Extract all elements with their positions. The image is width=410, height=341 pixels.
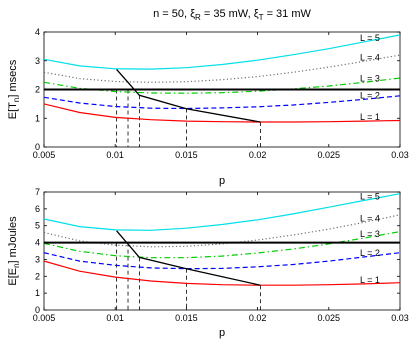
- energy-consumption-panel: 0.005 0.01 0.015 0.02 0.025 0.03 0 1 2 3 4 5 6 7 L = 1…: [7, 187, 409, 339]
- energy-time-panel: 0.005 0.01 0.015 0.02 0.025 0.03 0 1 2 3 4 L = 1 L =…: [7, 27, 409, 187]
- y-axis-label-pre: E[E: [7, 268, 19, 286]
- x-tick-label: 0.03: [391, 313, 409, 323]
- series-line: [44, 34, 400, 70]
- y-tick-label: 4: [35, 238, 40, 248]
- y-axis-label-pre: E[T: [7, 102, 19, 119]
- y-tick-label: 1: [35, 288, 40, 298]
- series-label: L = 2: [360, 90, 380, 100]
- series-line: [44, 260, 400, 286]
- series-label: L = 3: [360, 229, 380, 239]
- y-tick-label: 2: [35, 85, 40, 95]
- y-tick-label: 3: [35, 254, 40, 264]
- x-tick-label: 0.015: [175, 150, 198, 160]
- y-axis-label: E[Tn] msecs: [7, 59, 21, 119]
- x-tick-label: 0.015: [175, 313, 198, 323]
- series-line: [44, 252, 400, 270]
- x-tick-label: 0.025: [318, 313, 341, 323]
- x-tick-label: 0.01: [106, 313, 124, 323]
- x-tick-label: 0.005: [33, 150, 56, 160]
- series-label: L = 4: [360, 52, 380, 62]
- y-tick-label: 1: [35, 113, 40, 123]
- series-line: [44, 103, 400, 123]
- series-label: L = 4: [360, 213, 380, 223]
- plot-area: [44, 193, 400, 310]
- y-tick-label: 3: [35, 56, 40, 66]
- x-axis-label: p: [219, 175, 225, 187]
- optimum-envelope: [116, 230, 261, 286]
- y-axis-label-post: ] mJoules: [7, 216, 19, 264]
- y-tick-label: 6: [35, 204, 40, 214]
- y-axis-label-sub: n: [12, 263, 21, 267]
- x-tick-label: 0.005: [33, 313, 56, 323]
- x-tick-label: 0.02: [249, 313, 267, 323]
- y-axis-label-post: ] msecs: [7, 59, 19, 97]
- y-axis-label: E[En] mJoules: [7, 216, 21, 286]
- x-tick-label: 0.01: [106, 150, 124, 160]
- series-line: [44, 214, 400, 248]
- series-label: L = 2: [360, 248, 380, 258]
- y-tick-label: 2: [35, 271, 40, 281]
- series-line: [44, 193, 400, 231]
- y-axis-label-sub: n: [12, 98, 21, 102]
- y-tick-label: 4: [35, 27, 40, 37]
- y-tick-label: 5: [35, 221, 40, 231]
- series-label: L = 5: [360, 191, 380, 201]
- plot-frame: [43, 191, 401, 311]
- series-label: L = 5: [360, 33, 380, 43]
- y-tick-label: 0: [35, 142, 40, 152]
- figure-title: n = 50, ξR = 35 mW, ξT = 31 mW: [153, 8, 311, 22]
- y-tick-label: 7: [35, 187, 40, 197]
- x-axis-label: p: [219, 327, 225, 339]
- optimum-envelope: [116, 68, 261, 123]
- series-label: L = 3: [360, 73, 380, 83]
- x-tick-label: 0.025: [318, 150, 341, 160]
- series-label: L = 1: [360, 112, 380, 122]
- x-tick-label: 0.03: [391, 150, 409, 160]
- series-label: L = 1: [360, 275, 380, 285]
- series-line: [44, 95, 400, 110]
- plot-area: [44, 34, 400, 147]
- y-tick-label: 0: [35, 305, 40, 315]
- x-tick-label: 0.02: [249, 150, 267, 160]
